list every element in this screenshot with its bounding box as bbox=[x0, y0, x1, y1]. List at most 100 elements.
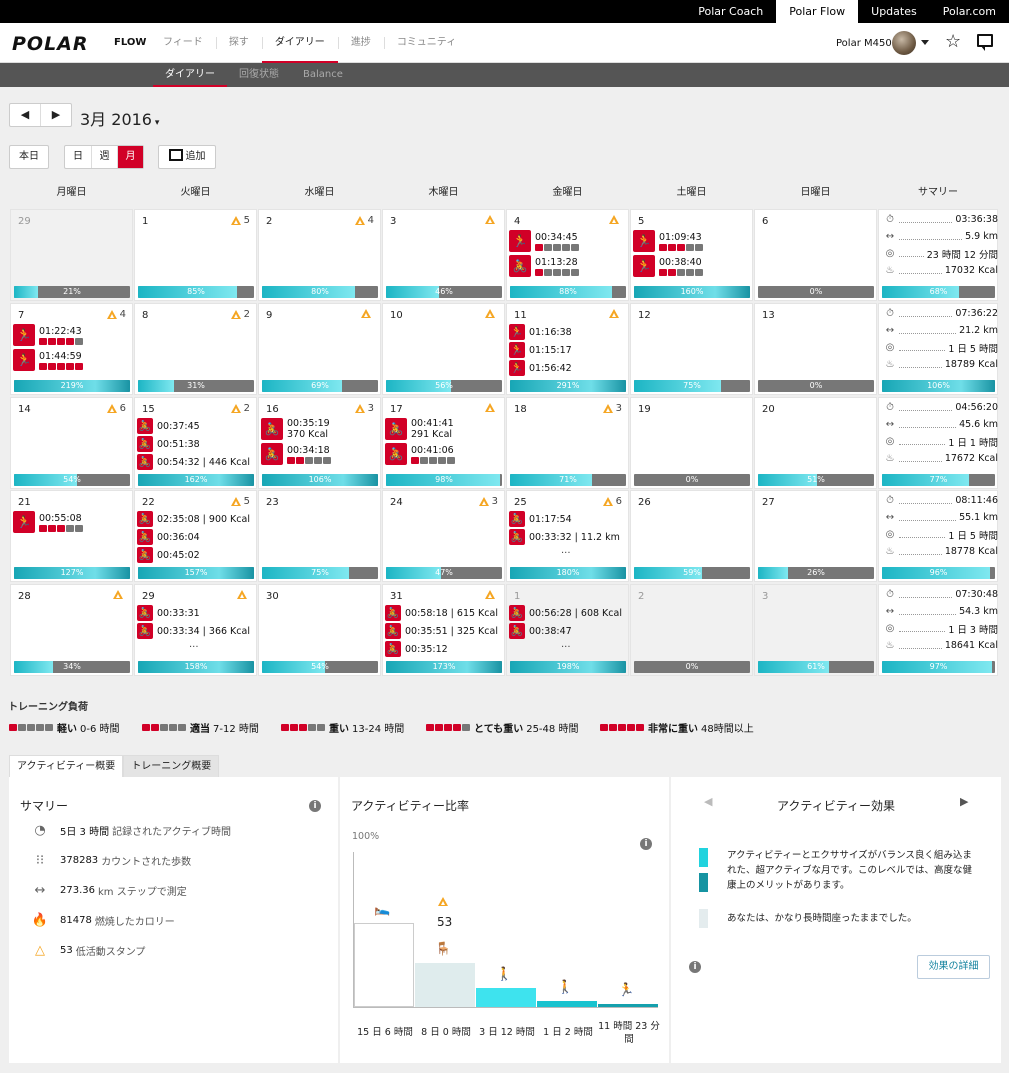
more-sessions[interactable]: ... bbox=[561, 639, 571, 650]
subnav-item-0[interactable]: ダイアリー bbox=[153, 63, 227, 87]
training-session[interactable]: 🚴 00:35:12 bbox=[385, 641, 448, 657]
calendar-day[interactable]: 6 0% bbox=[754, 209, 877, 301]
training-session[interactable]: 🚴 00:56:28 | 608 Kcal bbox=[509, 605, 622, 621]
training-session[interactable]: 🚴 02:35:08 | 900 Kcal bbox=[137, 511, 250, 527]
calendar-day[interactable]: 2 4 80% bbox=[258, 209, 381, 301]
tab-0[interactable]: アクティビティー概要 bbox=[9, 755, 124, 777]
next-month-button[interactable]: ▶ bbox=[40, 104, 71, 126]
more-sessions[interactable]: ... bbox=[561, 545, 571, 556]
tab-1[interactable]: トレーニング概要 bbox=[123, 755, 220, 777]
topbar-link-1[interactable]: Polar Flow bbox=[776, 0, 859, 23]
training-session[interactable]: 🚴 00:41:06 bbox=[385, 443, 455, 465]
calendar-day[interactable]: 29 21% bbox=[10, 209, 133, 301]
calendar-day[interactable]: 2 0% bbox=[630, 584, 753, 676]
more-sessions[interactable]: ... bbox=[189, 639, 199, 650]
calendar-day[interactable]: 26 59% bbox=[630, 490, 753, 582]
nav-item-0[interactable]: フィード bbox=[163, 37, 203, 48]
calendar-day[interactable]: 9 69% bbox=[258, 303, 381, 395]
training-session[interactable]: 🚴 00:33:31 bbox=[137, 605, 200, 621]
training-session[interactable]: 🏃 01:44:59 bbox=[13, 349, 83, 371]
calendar-day[interactable]: 18 3 71% bbox=[506, 397, 629, 489]
calendar-day[interactable]: 8 2 31% bbox=[134, 303, 257, 395]
nav-item-3[interactable]: 進捗 bbox=[337, 23, 384, 63]
topbar-link-3[interactable]: Polar.com bbox=[942, 5, 996, 18]
calendar-day[interactable]: 15 2 🚴 00:37:45 🚴 00:51:38 🚴 00:54:32 | 446 Kca… bbox=[134, 397, 257, 489]
calendar-day[interactable]: 27 26% bbox=[754, 490, 877, 582]
calendar-day[interactable]: 3 61% bbox=[754, 584, 877, 676]
training-session[interactable]: 🚴 00:38:47 bbox=[509, 623, 572, 639]
star-icon[interactable]: ☆ bbox=[945, 31, 962, 52]
month-title[interactable]: 3月 2016 ▾ bbox=[80, 110, 160, 129]
subnav-item-1[interactable]: 回復状態 bbox=[239, 69, 279, 80]
info-icon[interactable]: i bbox=[640, 838, 652, 850]
message-icon[interactable] bbox=[977, 34, 993, 51]
training-session[interactable]: 🏃 00:38:40 bbox=[633, 255, 703, 277]
calendar-day[interactable]: 30 54% bbox=[258, 584, 381, 676]
training-session[interactable]: 🚴 00:36:04 bbox=[137, 529, 200, 545]
device-name[interactable]: Polar M450 bbox=[836, 38, 892, 49]
calendar-day[interactable]: 17 🚴 00:41:41 291 Kcal 🚴 00:41:06 98% bbox=[382, 397, 505, 489]
training-session[interactable]: 🚴 00:33:32 | 11.2 km bbox=[509, 529, 620, 545]
training-session[interactable]: 🏃 01:15:17 bbox=[509, 342, 572, 358]
today-button[interactable]: 本日 bbox=[9, 145, 49, 169]
calendar-day[interactable]: 16 3 🚴 00:35:19 370 Kcal 🚴 00:34:18 106% bbox=[258, 397, 381, 489]
chevron-down-icon[interactable] bbox=[921, 40, 929, 45]
calendar-day[interactable]: 7 4 🏃 01:22:43 🏃 01:44:59 219% bbox=[10, 303, 133, 395]
calendar-day[interactable]: 3 46% bbox=[382, 209, 505, 301]
nav-item-1[interactable]: 探す bbox=[215, 23, 262, 63]
training-session[interactable]: 🏃 00:34:45 bbox=[509, 230, 579, 252]
calendar-day[interactable]: 1 🚴 00:56:28 | 608 Kcal 🚴 00:38:47... 198% bbox=[506, 584, 629, 676]
training-session[interactable]: 🚴 01:17:54 bbox=[509, 511, 572, 527]
effect-details-button[interactable]: 効果の詳細 bbox=[917, 955, 990, 979]
training-session[interactable]: 🏃 01:22:43 bbox=[13, 324, 83, 346]
calendar-day[interactable]: 13 0% bbox=[754, 303, 877, 395]
topbar-link-0[interactable]: Polar Coach bbox=[698, 5, 764, 18]
training-session[interactable]: 🚴 00:34:18 bbox=[261, 443, 331, 465]
calendar-day[interactable]: 20 51% bbox=[754, 397, 877, 489]
training-session[interactable]: 🚴 00:35:51 | 325 Kcal bbox=[385, 623, 498, 639]
training-session[interactable]: 🚴 00:54:32 | 446 Kcal bbox=[137, 454, 250, 470]
calendar-day[interactable]: 21 🏃 00:55:08 127% bbox=[10, 490, 133, 582]
calendar-day[interactable]: 4 🏃 00:34:45 🚴 01:13:28 88% bbox=[506, 209, 629, 301]
next-arrow-icon[interactable]: ▶ bbox=[960, 795, 969, 808]
calendar-day[interactable]: 22 5 🚴 02:35:08 | 900 Kcal 🚴 00:36:04 🚴 00:45:0… bbox=[134, 490, 257, 582]
polar-logo[interactable]: POLAR bbox=[12, 33, 89, 55]
calendar-day[interactable]: 28 34% bbox=[10, 584, 133, 676]
calendar-day[interactable]: 19 0% bbox=[630, 397, 753, 489]
view-button-1[interactable]: 週 bbox=[91, 146, 117, 168]
calendar-day[interactable]: 25 6 🚴 01:17:54 🚴 00:33:32 | 11.2 km... 180% bbox=[506, 490, 629, 582]
calendar-day[interactable]: 14 6 54% bbox=[10, 397, 133, 489]
training-session[interactable]: 🚴 00:33:34 | 366 Kcal bbox=[137, 623, 250, 639]
training-session[interactable]: 🏃 01:16:38 bbox=[509, 324, 572, 340]
prev-arrow-icon[interactable]: ◀ bbox=[704, 795, 713, 808]
training-session[interactable]: 🏃 00:55:08 bbox=[13, 511, 83, 533]
calendar-day[interactable]: 10 56% bbox=[382, 303, 505, 395]
training-session[interactable]: 🚴 00:45:02 bbox=[137, 547, 200, 563]
calendar-day[interactable]: 11 🏃 01:16:38 🏃 01:15:17 🏃 01:56:42 291% bbox=[506, 303, 629, 395]
calendar-day[interactable]: 23 75% bbox=[258, 490, 381, 582]
training-session[interactable]: 🚴 00:35:19 370 Kcal bbox=[261, 418, 330, 440]
nav-item-4[interactable]: コミュニティ bbox=[383, 23, 469, 63]
calendar-day[interactable]: 31 🚴 00:58:18 | 615 Kcal 🚴 00:35:51 | 325 Kc… bbox=[382, 584, 505, 676]
info-icon[interactable]: i bbox=[689, 961, 701, 973]
view-button-0[interactable]: 日 bbox=[73, 151, 83, 162]
avatar[interactable] bbox=[892, 31, 916, 55]
nav-item-2[interactable]: ダイアリー bbox=[261, 23, 338, 63]
training-session[interactable]: 🏃 01:56:42 bbox=[509, 360, 572, 376]
training-session[interactable]: 🚴 00:41:41 291 Kcal bbox=[385, 418, 454, 440]
view-button-2[interactable]: 月 bbox=[117, 146, 143, 168]
training-session[interactable]: 🚴 00:51:38 bbox=[137, 436, 200, 452]
info-icon[interactable]: i bbox=[309, 800, 321, 812]
topbar-link-2[interactable]: Updates bbox=[871, 5, 917, 18]
calendar-day[interactable]: 12 75% bbox=[630, 303, 753, 395]
training-session[interactable]: 🚴 00:58:18 | 615 Kcal bbox=[385, 605, 498, 621]
training-session[interactable]: 🚴 01:13:28 bbox=[509, 255, 579, 277]
calendar-day[interactable]: 5 🏃 01:09:43 🏃 00:38:40 160% bbox=[630, 209, 753, 301]
add-button[interactable]: 追加 bbox=[158, 145, 216, 169]
training-session[interactable]: 🏃 01:09:43 bbox=[633, 230, 703, 252]
training-session[interactable]: 🚴 00:37:45 bbox=[137, 418, 200, 434]
calendar-day[interactable]: 29 🚴 00:33:31 🚴 00:33:34 | 366 Kcal... 158% bbox=[134, 584, 257, 676]
calendar-day[interactable]: 1 5 85% bbox=[134, 209, 257, 301]
calendar-day[interactable]: 24 3 47% bbox=[382, 490, 505, 582]
prev-month-button[interactable]: ◀ bbox=[20, 108, 30, 121]
